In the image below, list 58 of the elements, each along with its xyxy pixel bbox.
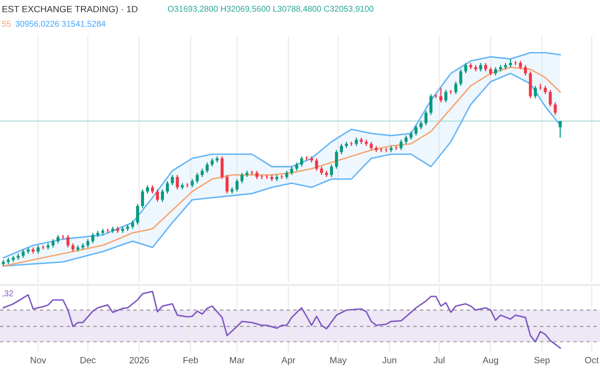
candlestick [12,255,15,262]
candlestick [220,156,224,180]
candlestick [364,139,368,146]
candlestick [380,147,383,153]
candlestick [170,174,174,186]
candlestick [414,124,418,136]
candlestick [196,172,199,184]
candlestick [236,178,239,192]
candlestick [141,188,144,209]
text: 55 [2,20,11,27]
x-tick-label: 2026 [130,356,149,364]
candlestick [156,188,159,202]
candlestick [111,226,114,234]
candlestick [334,150,338,170]
candlestick [136,203,140,226]
candlestick [166,180,169,194]
text: 30956,0226 31541,5284 [16,20,106,28]
candlestick [534,85,537,99]
candlestick [444,89,448,103]
candlestick [186,182,189,188]
candlestick [548,89,552,108]
candlestick [400,139,403,151]
x-tick-label: Apr [281,357,296,366]
candlestick [439,87,442,103]
candlestick [528,70,532,99]
candlestick [315,158,318,172]
x-tick-label: Dec [80,357,96,364]
x-tick-label: Nov [30,357,46,364]
x-tick-label: Mar [230,357,245,364]
candlestick [340,143,343,155]
x-tick-label: Aug [482,357,498,366]
candlestick [459,68,462,86]
candlestick [429,94,432,116]
x-tick-label: Jun [382,357,396,364]
candlestick [558,120,562,138]
candlestick [91,232,94,244]
candlestick [66,234,70,248]
x-tick-label: May [330,357,347,366]
candlestick [424,110,428,126]
candlestick [469,62,472,70]
x-tick-label: Oct [585,356,599,364]
candlestick [176,174,179,190]
candlestick [330,164,333,178]
candlestick [524,64,527,76]
candlestick [160,188,164,202]
candlestick [106,228,110,234]
candlestick [454,81,458,95]
x-tick-label: Jul [434,356,444,364]
candlestick [300,156,304,168]
candlestick [240,172,244,184]
annotation: ,32 [2,290,13,298]
x-tick-label: Feb [184,356,198,364]
x-tick-label: Sep [534,356,550,366]
candlestick [226,174,229,194]
candlestick [206,162,209,174]
chart-title: EST EXCHANGE TRADING) · 1D [2,6,138,14]
text: O31693,2800 H32069,5600 L30788,4800 C32053,9100 [168,6,374,13]
candlestick [280,174,284,180]
